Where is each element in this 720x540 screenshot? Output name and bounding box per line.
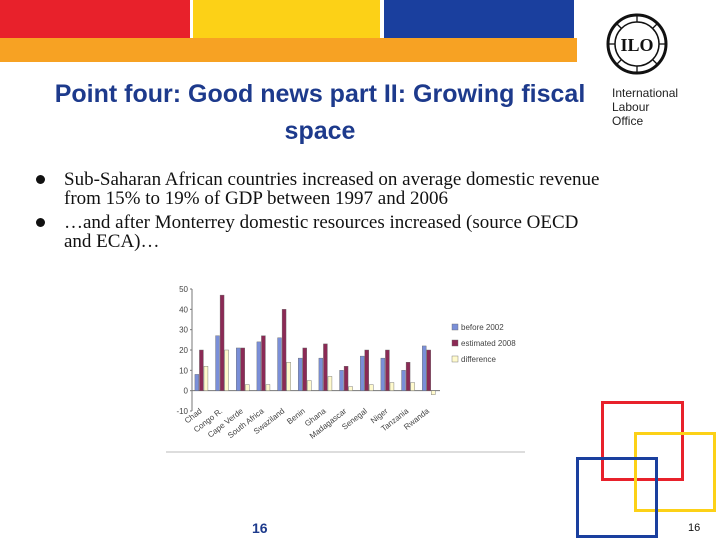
bullet-item: …and after Monterrey domestic resources … [36, 213, 606, 251]
bullet-text: …and after Monterrey domestic resources … [64, 212, 579, 252]
bullet-dot-icon [36, 218, 45, 227]
bar-1-10 [405, 361, 411, 391]
page-number: 16 [252, 520, 268, 536]
bar-1-4 [281, 309, 287, 391]
y-tick-label: 20 [179, 346, 188, 355]
bullet-item: Sub-Saharan African countries increased … [36, 170, 606, 208]
bar-2-11 [431, 390, 436, 395]
y-tick-label: 50 [179, 285, 188, 294]
footer-page-number: 16 [688, 522, 701, 534]
legend-swatch [451, 339, 459, 347]
bullet-list: Sub-Saharan African countries increased … [36, 170, 606, 256]
bullet-text: Sub-Saharan African countries increased … [64, 169, 600, 209]
legend-label: before 2002 [461, 323, 504, 332]
bar-2-3 [265, 384, 271, 391]
bar-1-1 [219, 294, 225, 391]
bar-2-8 [369, 384, 374, 391]
bar-0-10 [401, 370, 406, 391]
bar-0-9 [380, 357, 386, 391]
bar-0-5 [298, 357, 303, 391]
y-tick-label: 0 [184, 387, 189, 396]
top-band-yellow [193, 0, 380, 38]
bar-1-5 [302, 347, 307, 391]
bar-2-7 [348, 386, 353, 391]
legend-swatch [451, 323, 459, 331]
ilo-logo: ILO [606, 13, 668, 75]
y-tick-label: 10 [179, 366, 188, 375]
top-band-blue [384, 0, 574, 38]
bar-2-4 [286, 361, 291, 391]
bar-1-7 [343, 366, 349, 391]
y-tick-label: -10 [176, 407, 188, 416]
legend-swatch [451, 355, 459, 363]
bar-1-3 [261, 335, 266, 391]
bar-2-10 [410, 382, 415, 391]
bar-0-6 [318, 357, 324, 391]
bar-1-8 [364, 349, 369, 391]
slide-title: Point four: Good news part II: Growing f… [54, 80, 586, 145]
decor-square-red [601, 401, 684, 481]
logo-text: ILO [620, 35, 653, 55]
bar-2-2 [245, 384, 250, 391]
org-name: International Labour Office [612, 86, 679, 128]
title-stripe [0, 38, 577, 62]
bar-0-7 [339, 370, 344, 391]
bar-0-1 [215, 335, 220, 391]
bar-2-9 [389, 382, 395, 391]
top-band-red [0, 0, 190, 38]
decor-square-blue [576, 457, 658, 538]
bar-1-9 [385, 349, 390, 391]
bar-0-11 [422, 345, 427, 391]
decor-square-yellow [634, 432, 716, 512]
bar-2-0 [203, 366, 209, 391]
bullet-dot-icon [36, 175, 45, 184]
y-tick-label: 40 [179, 305, 188, 314]
bar-1-6 [323, 343, 328, 391]
bar-1-0 [199, 349, 204, 391]
legend-label: difference [461, 355, 497, 364]
y-tick-label: 30 [179, 326, 188, 335]
bar-0-0 [194, 374, 200, 391]
legend-label: estimated 2008 [461, 339, 516, 348]
bar-2-5 [307, 380, 312, 391]
bar-2-1 [224, 349, 229, 391]
bar-0-8 [360, 355, 365, 391]
bar-2-6 [327, 376, 333, 391]
bar-1-2 [240, 347, 245, 391]
bar-0-2 [236, 347, 241, 391]
bar-0-3 [256, 341, 262, 391]
bar-1-11 [426, 349, 431, 391]
bar-0-4 [277, 337, 282, 391]
